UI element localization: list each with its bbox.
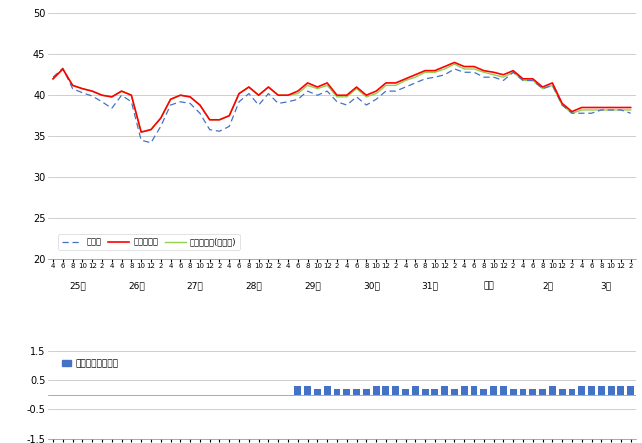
Text: 29年: 29年 <box>304 281 321 290</box>
Bar <box>598 386 605 395</box>
Legend: 原系列, 季節調整値, 季節調整値(改訂前): 原系列, 季節調整値, 季節調整値(改訂前) <box>58 234 239 250</box>
Bar <box>324 386 331 395</box>
Bar <box>431 389 438 395</box>
Bar <box>383 386 389 395</box>
Bar <box>343 389 350 395</box>
Text: 元年: 元年 <box>483 281 494 290</box>
Bar <box>618 386 624 395</box>
Text: 25年: 25年 <box>69 281 86 290</box>
Bar <box>451 389 458 395</box>
Bar <box>441 386 448 395</box>
Bar <box>373 386 379 395</box>
Bar <box>295 386 301 395</box>
Bar <box>314 389 321 395</box>
Legend: 新旧差（新－旧）: 新旧差（新－旧） <box>58 355 123 372</box>
Bar <box>412 386 419 395</box>
Bar <box>480 389 487 395</box>
Bar <box>627 386 634 395</box>
Text: 26年: 26年 <box>128 281 144 290</box>
Bar <box>530 389 536 395</box>
Bar <box>490 386 497 395</box>
Text: 30年: 30年 <box>363 281 379 290</box>
Bar <box>304 386 311 395</box>
Bar <box>461 386 467 395</box>
Bar <box>608 386 614 395</box>
Text: 31年: 31年 <box>422 281 438 290</box>
Text: 27年: 27年 <box>187 281 204 290</box>
Text: 3年: 3年 <box>601 281 612 290</box>
Bar <box>569 389 575 395</box>
Bar <box>539 389 546 395</box>
Bar <box>392 386 399 395</box>
Bar <box>334 389 340 395</box>
Bar <box>549 386 556 395</box>
Bar <box>471 386 478 395</box>
Bar <box>510 389 517 395</box>
Text: 2年: 2年 <box>542 281 553 290</box>
Bar <box>519 389 526 395</box>
Bar <box>363 389 370 395</box>
Bar <box>500 386 507 395</box>
Bar <box>578 386 585 395</box>
Bar <box>588 386 595 395</box>
Bar <box>559 389 566 395</box>
Text: 28年: 28年 <box>245 281 262 290</box>
Bar <box>402 389 409 395</box>
Bar <box>353 389 360 395</box>
Bar <box>422 389 428 395</box>
